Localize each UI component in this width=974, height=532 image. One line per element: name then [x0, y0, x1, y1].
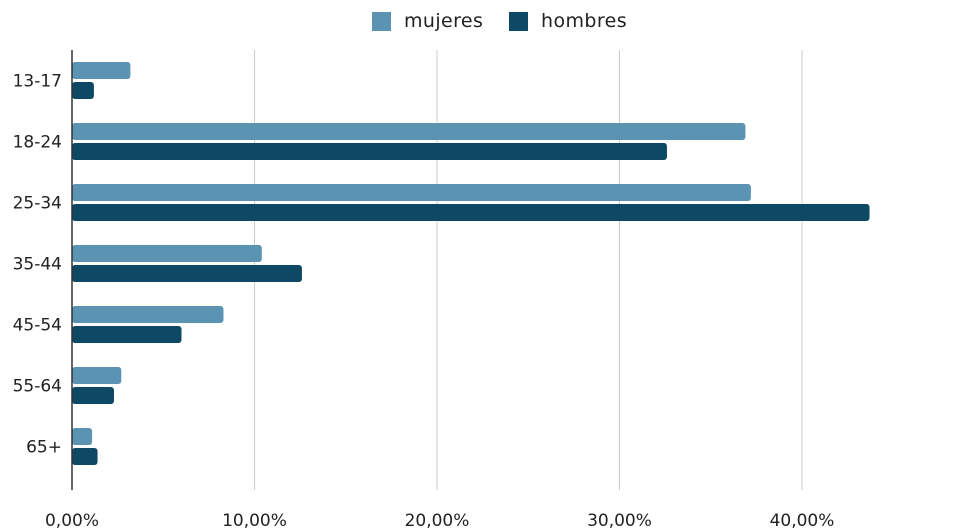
legend-label-mujeres: mujeres — [404, 10, 484, 32]
y-tick-label: 13-17 — [13, 72, 62, 92]
bar-mujeres — [72, 62, 131, 79]
bar-hombres — [72, 143, 667, 160]
legend-item-hombres: hombres — [509, 10, 627, 32]
x-tick-label: 0,00% — [45, 511, 99, 531]
bar-hombres — [72, 448, 98, 465]
x-tick-label: 20,00% — [405, 511, 470, 531]
y-tick-label: 55-64 — [13, 377, 62, 397]
chart-legend: mujeres hombres — [0, 10, 974, 32]
y-tick-label: 18-24 — [13, 133, 62, 153]
bar-mujeres — [72, 184, 751, 201]
bar-mujeres — [72, 367, 122, 384]
legend-swatch-mujeres — [372, 11, 391, 31]
x-tick-label: 40,00% — [770, 511, 835, 531]
x-tick-label: 10,00% — [222, 511, 287, 531]
bar-hombres — [72, 204, 870, 221]
legend-item-mujeres: mujeres — [372, 10, 483, 32]
bar-hombres — [72, 82, 94, 99]
y-tick-label: 25-34 — [13, 194, 62, 214]
bar-mujeres — [72, 245, 262, 262]
x-tick-label: 30,00% — [587, 511, 652, 531]
bar-hombres — [72, 387, 114, 404]
bar-hombres — [72, 265, 302, 282]
bar-mujeres — [72, 428, 93, 445]
legend-swatch-hombres — [509, 11, 528, 31]
bar-mujeres — [72, 123, 746, 140]
y-tick-label: 45-54 — [13, 316, 62, 336]
bar-mujeres — [72, 306, 224, 323]
legend-label-hombres: hombres — [541, 10, 628, 32]
bar-hombres — [72, 326, 182, 343]
y-tick-label: 35-44 — [13, 255, 62, 275]
y-tick-label: 65+ — [26, 438, 62, 458]
